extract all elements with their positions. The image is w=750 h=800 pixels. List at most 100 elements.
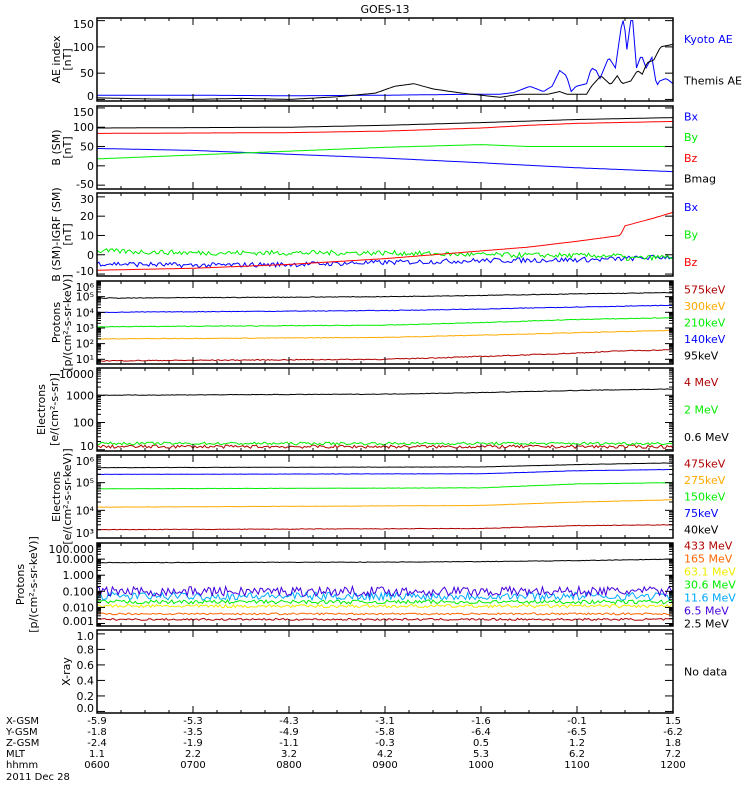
- legend-label: 4 MeV: [684, 376, 719, 389]
- orbit-value: -0.3: [375, 738, 395, 749]
- y-tick-label: 100: [73, 121, 94, 134]
- legend-label: Kyoto AE: [684, 33, 733, 46]
- y-tick-label: 100: [73, 417, 94, 430]
- orbit-value: 6.2: [569, 749, 585, 760]
- orbit-row-label: MLT: [6, 749, 26, 760]
- y-tick-label: 10²: [76, 338, 94, 351]
- y-tick-label: 0.2: [77, 690, 95, 703]
- orbit-value: -1.1: [279, 738, 299, 749]
- y-tick-label: 10⁵: [76, 291, 94, 304]
- series-line-2-5-MeV: [97, 558, 673, 564]
- y-tick-label: -50: [76, 178, 94, 191]
- series-line-475keV: [97, 524, 673, 531]
- orbit-value: 1200: [660, 760, 685, 771]
- y-axis-label: Protons: [14, 564, 27, 605]
- orbit-value: -2.4: [87, 738, 107, 749]
- series-line-Bx: [97, 148, 673, 173]
- legend-label: Bz: [684, 256, 698, 269]
- y-axis-label: [e/(cm²-s-sr-keV)]: [61, 448, 74, 544]
- y-tick-label: 10¹: [76, 353, 94, 366]
- y-axis-label: [nT]: [61, 136, 74, 158]
- legend-label: Bmag: [684, 173, 716, 186]
- orbit-value: -6.2: [663, 727, 683, 738]
- series-line-150keV: [97, 482, 673, 490]
- series-line-40keV: [97, 462, 673, 469]
- y-tick-label: 100.000: [49, 543, 95, 556]
- y-tick-label: -10: [76, 265, 94, 278]
- y-tick-label: 0.0: [77, 702, 95, 715]
- chart-title: GOES-13: [360, 3, 409, 16]
- series-line-275keV: [97, 499, 673, 508]
- orbit-value: 0.5: [473, 738, 489, 749]
- panel-3: 575keV 300keV 210keV 140keV 95keV 10¹ 10² 10³ 10…: [50, 274, 726, 371]
- legend-label: 300keV: [684, 300, 726, 313]
- series-line-63-1-MeV: [97, 603, 673, 609]
- legend-label: 95keV: [684, 350, 719, 363]
- y-tick-label: 150: [73, 18, 94, 31]
- y-axis-label: [nT]: [61, 223, 74, 245]
- series-line-Kyoto-AE: [97, 20, 673, 97]
- orbit-value: 1.5: [665, 716, 681, 727]
- panel-5: 475keV 275keV 150keV 75keV 40keV 10³ 10⁴ 10⁵ 10⁶…: [50, 448, 726, 544]
- no-data-label: No data: [684, 666, 727, 679]
- series-line-30-6-MeV: [97, 599, 673, 605]
- series-line-75keV: [97, 468, 673, 476]
- orbit-value: 1.2: [569, 738, 585, 749]
- orbit-value: -5.9: [87, 716, 107, 727]
- y-tick-label: 10: [80, 440, 94, 453]
- orbit-value: -1.9: [183, 738, 203, 749]
- y-axis-label: B (SM): [50, 129, 63, 165]
- series-line-Themis-AE: [97, 43, 673, 100]
- y-tick-label: 50: [80, 141, 94, 154]
- orbit-row-label: X-GSM: [6, 716, 39, 727]
- legend-label: 575keV: [684, 283, 726, 296]
- series-line-Bx: [97, 254, 673, 269]
- panel-frame: [96, 367, 674, 452]
- y-tick-label: 0.8: [77, 643, 95, 656]
- orbit-value: -6.5: [567, 727, 587, 738]
- series-line-Bz: [97, 211, 673, 271]
- y-axis-label: B (SM)-IGRF (SM): [50, 187, 63, 281]
- orbit-value: 0600: [84, 760, 109, 771]
- y-tick-label: 0: [87, 160, 94, 173]
- series-line-95keV: [97, 291, 673, 299]
- legend-label: 40keV: [684, 524, 719, 537]
- y-tick-label: 10.000: [56, 553, 95, 566]
- series-line-140keV: [97, 304, 673, 314]
- legend-label: Bz: [684, 152, 698, 165]
- orbit-value: 2.2: [185, 749, 201, 760]
- orbit-value: 0700: [180, 760, 205, 771]
- y-tick-label: 1.000: [63, 569, 95, 582]
- y-tick-label: 10³: [76, 322, 94, 335]
- orbit-row-label: Y-GSM: [5, 727, 38, 738]
- panel-frame: [96, 192, 674, 277]
- y-axis-label: [p/(cm²-s-sr-keV)]: [61, 274, 74, 371]
- legend-label: 210keV: [684, 317, 726, 330]
- legend-label: 150keV: [684, 491, 726, 504]
- y-axis-label: AE index: [50, 35, 63, 84]
- y-tick-label: 100: [73, 41, 94, 54]
- orbit-value: 1.1: [89, 749, 105, 760]
- series-line-6-5-MeV: [97, 584, 673, 598]
- legend-label: 140keV: [684, 333, 726, 346]
- y-tick-label: 0.001: [63, 615, 95, 628]
- y-axis-label: [nT]: [61, 48, 74, 70]
- y-tick-label: 10⁶: [76, 281, 95, 294]
- orbit-value: 4.2: [377, 749, 393, 760]
- legend-label: 165 MeV: [684, 553, 733, 566]
- y-tick-label: 150: [73, 106, 94, 119]
- legend-label: 11.6 MeV: [684, 592, 736, 605]
- y-tick-label: 10⁴: [76, 504, 95, 517]
- orbit-value: 0900: [372, 760, 397, 771]
- date-label: 2011 Dec 28: [6, 772, 70, 783]
- legend-label: 6.5 MeV: [684, 605, 729, 618]
- panel-1: Bx By Bz Bmag -50 0 50 100 150 B (SM)[nT]: [50, 105, 716, 191]
- y-tick-label: 1.0: [77, 630, 95, 643]
- panel-7: No data 0.00.2 0.4 0.6 0.81.0 X-ray: [60, 629, 727, 715]
- y-axis-label: X-ray: [60, 657, 73, 686]
- series-line-By: [97, 144, 673, 160]
- orbit-value: -5.8: [375, 727, 395, 738]
- y-tick-label: 10³: [76, 527, 94, 540]
- orbit-value: 1000: [468, 760, 493, 771]
